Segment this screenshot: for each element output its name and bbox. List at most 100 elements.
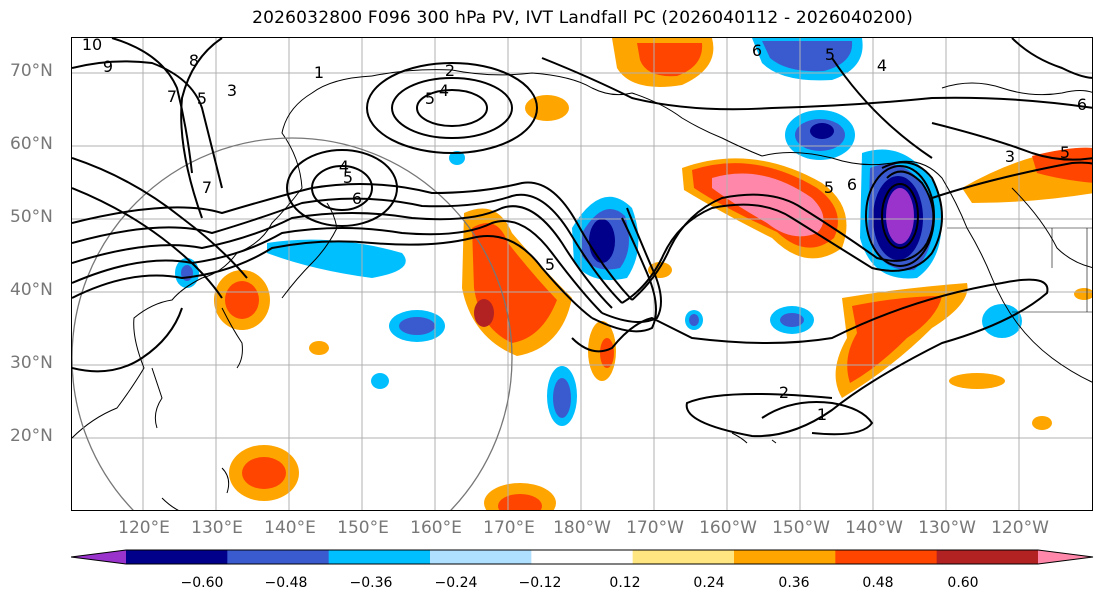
colorbar-tick: −0.12 [518, 575, 562, 591]
colorbar-cell [835, 550, 938, 564]
positive-anomaly [242, 457, 286, 489]
colorbar-tick: −0.24 [434, 575, 478, 591]
negative-anomaly [553, 378, 571, 418]
lat-label-60: 60°N [10, 134, 53, 154]
colorbar-cell [936, 550, 1039, 564]
positive-anomaly [949, 373, 1005, 389]
positive-anomaly [1032, 416, 1052, 430]
contour-label: 2 [445, 61, 455, 80]
contour-label-group: 9 10 8 7 5 3 1 2 5 4 4 5 6 7 5 6 5 4 6 5… [82, 38, 1087, 424]
contour-label: 6 [752, 41, 762, 60]
contour-label: 5 [197, 89, 207, 108]
lon-label: 170°W [626, 518, 684, 538]
positive-anomaly [225, 281, 259, 319]
lon-label: 160°W [699, 518, 757, 538]
colorbar-svg [70, 549, 1094, 565]
contour-label: 5 [824, 178, 834, 197]
negative-anomaly [762, 41, 853, 72]
contour-label: 5 [545, 255, 555, 274]
contour-label: 7 [167, 87, 177, 106]
lat-label-70: 70°N [10, 61, 53, 81]
colorbar-cell [227, 550, 330, 564]
positive-anomaly [525, 95, 569, 121]
positive-anomaly [309, 341, 329, 355]
contour-label: 4 [439, 81, 449, 100]
lon-label: 150°W [772, 518, 830, 538]
contour-label: 3 [227, 81, 237, 100]
contour-label: 2 [779, 383, 789, 402]
colorbar-tick: 0.48 [862, 575, 894, 591]
map-canvas: 9 10 8 7 5 3 1 2 5 4 4 5 6 7 5 6 5 4 6 5… [72, 38, 1092, 510]
lon-label: 160°E [410, 518, 462, 538]
colorbar-tick: 0.12 [609, 575, 641, 591]
colorbar-cell [734, 550, 836, 564]
negative-anomaly [399, 317, 435, 335]
colorbar-tick: 0.24 [693, 575, 725, 591]
negative-anomaly [267, 239, 406, 278]
negative-anomaly [689, 314, 699, 326]
lon-label: 180°W [553, 518, 611, 538]
contour-label: 1 [314, 63, 324, 82]
contour-label: 6 [352, 189, 362, 208]
lon-label: 140°W [845, 518, 903, 538]
contour-label: 5 [425, 89, 435, 108]
lon-label: 120°W [991, 518, 1049, 538]
contour-label: 9 [103, 57, 113, 76]
contour-label: 1 [817, 405, 827, 424]
negative-anomaly [886, 188, 914, 244]
positive-anomaly [847, 296, 942, 383]
contour-label: 3 [1005, 147, 1015, 166]
colorbar-cell [430, 550, 532, 564]
lat-label-30: 30°N [10, 353, 53, 373]
contour-label: 8 [189, 51, 199, 70]
landfall-radius-circle [72, 137, 513, 510]
contour-label: 10 [82, 38, 102, 54]
contour-label: 5 [343, 168, 353, 187]
pv-contours [72, 38, 1092, 438]
lon-label: 140°E [264, 518, 316, 538]
colorbar-tick: −0.48 [264, 575, 308, 591]
positive-anomaly [600, 338, 614, 368]
negative-anomaly [449, 151, 465, 165]
lat-label-40: 40°N [10, 280, 53, 300]
colorbar-cell [632, 550, 735, 564]
borders [947, 227, 1092, 313]
colorbar-cell [328, 550, 431, 564]
colorbar-tick: 0.36 [778, 575, 810, 591]
colorbar-tick: −0.36 [349, 575, 393, 591]
lon-label: 150°E [337, 518, 389, 538]
colorbar-cell [126, 550, 228, 564]
lon-label: 130°W [918, 518, 976, 538]
lon-label: 120°E [118, 518, 170, 538]
positive-anomaly [1074, 288, 1092, 300]
lat-label-20: 20°N [10, 426, 53, 446]
graticule [72, 38, 1092, 510]
contour-label: 5 [1060, 143, 1070, 162]
contour-label: 6 [847, 175, 857, 194]
negative-anomaly [589, 219, 615, 263]
colorbar-tick: 0.60 [947, 575, 979, 591]
colorbar-tick: −0.60 [180, 575, 224, 591]
positive-anomaly [474, 299, 494, 327]
positive-anomaly [637, 43, 703, 77]
contour-label: 7 [202, 178, 212, 197]
colorbar [70, 548, 1095, 570]
contour-label: 4 [877, 56, 887, 75]
anomaly-shading [175, 38, 1092, 510]
map-title: 2026032800 F096 300 hPa PV, IVT Landfall… [252, 8, 913, 28]
colorbar-outline [70, 549, 1094, 565]
contour-label: 6 [1077, 95, 1087, 114]
lon-label: 170°E [483, 518, 535, 538]
lat-label-50: 50°N [10, 207, 53, 227]
map-panel[interactable]: 9 10 8 7 5 3 1 2 5 4 4 5 6 7 5 6 5 4 6 5… [71, 37, 1093, 511]
negative-anomaly [780, 313, 804, 327]
negative-anomaly [810, 123, 834, 139]
lon-label: 130°E [191, 518, 243, 538]
colorbar-extend-low [71, 550, 126, 564]
colorbar-cell [531, 550, 634, 564]
coastlines [72, 69, 1092, 510]
positive-anomaly [498, 494, 542, 510]
contour-label: 4 [339, 157, 349, 176]
contour-label: 5 [825, 45, 835, 64]
negative-anomaly [371, 373, 389, 389]
